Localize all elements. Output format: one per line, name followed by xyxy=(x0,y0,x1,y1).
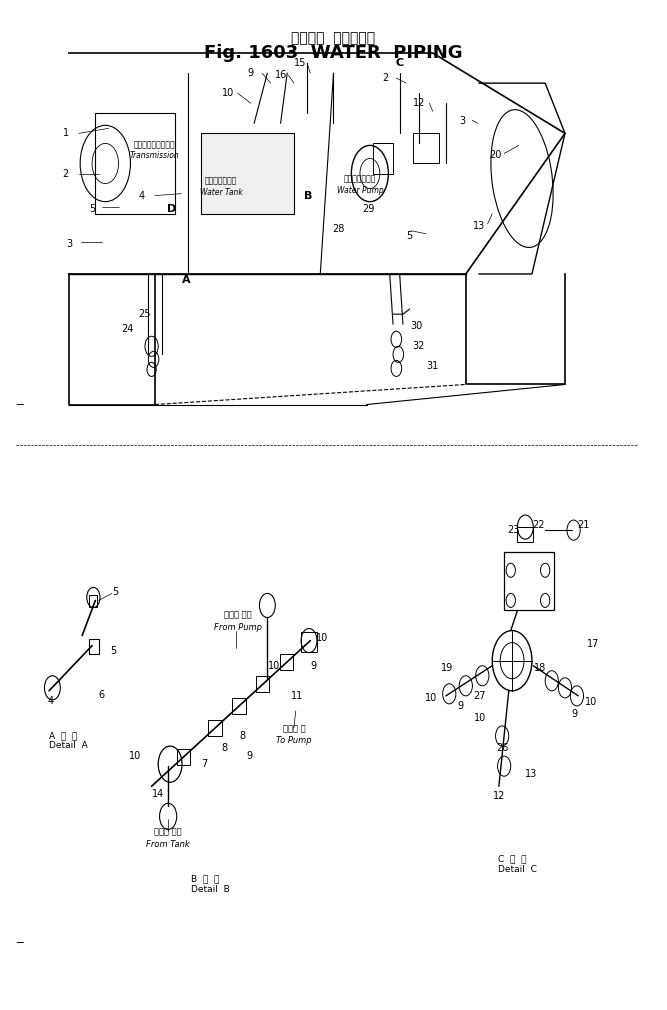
Text: 27: 27 xyxy=(473,691,486,701)
Bar xyxy=(280,654,293,671)
Text: 18: 18 xyxy=(534,663,546,673)
Text: 3: 3 xyxy=(66,238,72,248)
Text: 26: 26 xyxy=(496,743,508,753)
Text: 5: 5 xyxy=(112,588,118,597)
Text: 9: 9 xyxy=(572,709,578,719)
Text: 13: 13 xyxy=(524,770,537,779)
Text: 15: 15 xyxy=(294,58,307,68)
Text: 14: 14 xyxy=(152,789,164,799)
Text: 16: 16 xyxy=(274,70,287,80)
Text: 32: 32 xyxy=(412,341,424,351)
Text: B: B xyxy=(304,191,313,201)
Text: 13: 13 xyxy=(473,221,485,230)
Text: 10: 10 xyxy=(268,661,280,671)
Text: A: A xyxy=(182,275,191,285)
Text: 22: 22 xyxy=(532,520,545,530)
Text: トランスミッション: トランスミッション xyxy=(134,140,175,149)
Text: C  詳  細
Detail  C: C 詳 細 Detail C xyxy=(498,854,536,874)
Text: ─: ─ xyxy=(16,937,23,947)
Text: 10: 10 xyxy=(426,693,438,703)
Text: 5: 5 xyxy=(89,204,95,214)
Text: A  詳  細
Detail  A: A 詳 細 Detail A xyxy=(49,731,88,750)
Text: 9: 9 xyxy=(246,751,253,762)
Text: 19: 19 xyxy=(441,663,454,673)
Text: 23: 23 xyxy=(507,525,520,535)
Bar xyxy=(504,552,554,610)
Text: 6: 6 xyxy=(99,690,105,700)
Text: 10: 10 xyxy=(316,632,328,642)
Text: 1: 1 xyxy=(63,128,69,138)
Text: ポンプ へ: ポンプ へ xyxy=(283,724,305,733)
Bar xyxy=(209,720,221,736)
Text: 17: 17 xyxy=(586,638,599,648)
Text: 7: 7 xyxy=(201,760,207,770)
Text: Fig. 1603  WATER  PIPING: Fig. 1603 WATER PIPING xyxy=(204,44,463,62)
Text: ウォータポンプ: ウォータポンプ xyxy=(344,175,376,184)
Text: 9: 9 xyxy=(311,661,317,671)
Bar xyxy=(518,527,533,542)
Text: ウォータタンク: ウォータタンク xyxy=(205,177,237,186)
Bar xyxy=(95,113,175,214)
Bar xyxy=(374,143,393,174)
Text: 9: 9 xyxy=(458,701,464,711)
Text: 10: 10 xyxy=(474,713,486,723)
Text: 4: 4 xyxy=(139,191,145,201)
Bar xyxy=(301,631,317,651)
Text: D: D xyxy=(167,204,176,214)
Text: 9: 9 xyxy=(247,68,254,78)
Bar xyxy=(201,133,293,214)
Text: ─: ─ xyxy=(16,399,23,409)
Text: 8: 8 xyxy=(240,731,246,741)
Text: B  詳  細
Detail  B: B 詳 細 Detail B xyxy=(191,875,230,894)
Text: From Pump: From Pump xyxy=(213,622,261,631)
Text: Water Tank: Water Tank xyxy=(199,188,242,197)
Text: 2: 2 xyxy=(382,73,388,83)
Text: 3: 3 xyxy=(460,116,466,126)
Text: Water Pump: Water Pump xyxy=(337,186,384,195)
Text: 11: 11 xyxy=(291,691,303,701)
Bar xyxy=(89,596,97,607)
Text: 12: 12 xyxy=(414,98,426,108)
Text: 24: 24 xyxy=(121,324,133,334)
Text: 10: 10 xyxy=(129,751,141,762)
Text: C: C xyxy=(396,58,404,68)
Bar xyxy=(89,638,99,653)
Bar xyxy=(177,749,190,766)
Text: ポンプ から: ポンプ から xyxy=(223,610,251,619)
Text: To Pump: To Pump xyxy=(276,736,311,745)
Text: 2: 2 xyxy=(63,169,69,179)
Bar xyxy=(256,677,269,692)
Text: 10: 10 xyxy=(221,88,234,98)
Text: 5: 5 xyxy=(111,645,117,655)
Bar xyxy=(413,133,440,164)
Text: 10: 10 xyxy=(586,697,598,707)
Text: 30: 30 xyxy=(410,321,422,331)
Text: タンク から: タンク から xyxy=(154,827,182,836)
Text: Transmission: Transmission xyxy=(130,152,180,161)
Text: 4: 4 xyxy=(47,696,53,706)
Text: From Tank: From Tank xyxy=(146,839,190,848)
Text: 20: 20 xyxy=(490,150,502,161)
Text: 8: 8 xyxy=(221,743,227,753)
Text: 31: 31 xyxy=(427,362,439,372)
Text: 28: 28 xyxy=(333,224,345,233)
Text: 5: 5 xyxy=(406,231,413,240)
Text: 12: 12 xyxy=(493,791,505,801)
Text: 29: 29 xyxy=(362,204,375,214)
Text: 25: 25 xyxy=(139,309,151,319)
Text: 21: 21 xyxy=(578,520,590,530)
Text: ウォータ  パイピング: ウォータ パイピング xyxy=(291,31,376,44)
Bar xyxy=(232,698,245,714)
